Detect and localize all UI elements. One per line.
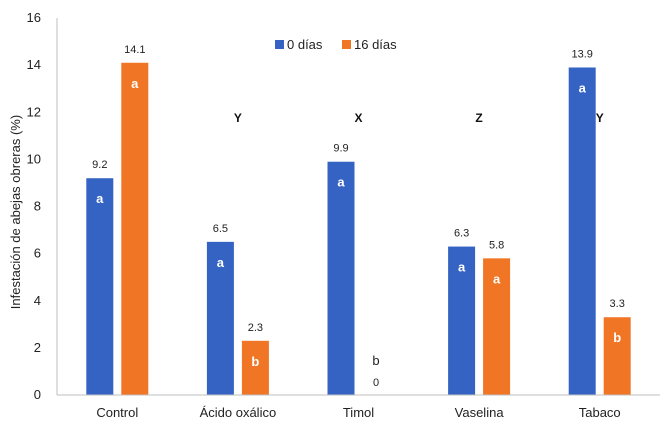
significance-letter: a xyxy=(579,80,587,95)
legend-swatch xyxy=(275,40,284,49)
data-label: 9.9 xyxy=(333,143,348,155)
group-letter: Z xyxy=(475,111,482,125)
y-tick-label: 4 xyxy=(34,293,41,308)
bar xyxy=(568,67,596,395)
y-tick-label: 2 xyxy=(34,340,41,355)
data-label: 14.1 xyxy=(124,44,145,56)
significance-letter: a xyxy=(96,191,104,206)
significance-letter: a xyxy=(131,76,139,91)
data-label: 9.2 xyxy=(92,159,107,171)
category-label: Ácido oxálico xyxy=(200,405,277,420)
y-axis-label: Infestación de abejas obreras (%) xyxy=(8,115,23,309)
data-label: 0 xyxy=(373,377,379,389)
category-label: Timol xyxy=(343,405,374,420)
y-tick-label: 10 xyxy=(27,151,41,166)
y-tick-label: 0 xyxy=(34,387,41,402)
significance-letter: a xyxy=(337,175,345,190)
legend: 0 días 16 días xyxy=(275,37,397,52)
category-label: Vaselina xyxy=(455,405,505,420)
significance-letter: a xyxy=(458,260,466,275)
bar xyxy=(206,241,234,395)
data-label: 13.9 xyxy=(571,48,592,60)
x-axis: Control Ácido oxálico Timol Vaselina Tabaco xyxy=(57,394,660,420)
y-tick-label: 8 xyxy=(34,199,41,214)
bar xyxy=(327,161,355,395)
legend-entry: 16 días xyxy=(354,37,397,52)
legend-swatch xyxy=(342,40,351,49)
significance-letter: b xyxy=(251,354,259,369)
y-tick-label: 14 xyxy=(27,57,41,72)
category-label: Tabaco xyxy=(579,405,621,420)
y-tick-label: 12 xyxy=(27,104,41,119)
group-letter: Y xyxy=(234,111,242,125)
data-label: 2.3 xyxy=(248,322,263,334)
y-tick-label: 6 xyxy=(34,246,41,261)
data-label: 5.8 xyxy=(489,239,504,251)
bar xyxy=(86,178,114,395)
significance-letter: a xyxy=(493,271,501,286)
bar xyxy=(448,246,476,395)
group-letter: X xyxy=(354,111,362,125)
bar xyxy=(483,258,511,395)
group-letter: Y xyxy=(596,111,604,125)
y-tick-label: 16 xyxy=(27,10,41,25)
y-axis: 0 2 4 6 8 10 12 14 16 xyxy=(27,10,58,402)
bar xyxy=(241,340,269,395)
data-label: 6.3 xyxy=(454,228,469,240)
data-label: 6.5 xyxy=(213,223,228,235)
significance-letter: b xyxy=(613,330,621,345)
significance-letter: b xyxy=(372,353,379,368)
legend-entry: 0 días xyxy=(287,37,323,52)
significance-letter: a xyxy=(217,255,225,270)
bar xyxy=(603,317,631,395)
data-label: 3.3 xyxy=(610,298,625,310)
bars: 9.2 a 14.1 a 6.5 a 2.3 b Y 9.9 a 0 b X 6.3 a 5.8 a Z 13.9 a 3… xyxy=(86,44,631,396)
category-label: Control xyxy=(96,405,138,420)
bar xyxy=(121,62,149,396)
